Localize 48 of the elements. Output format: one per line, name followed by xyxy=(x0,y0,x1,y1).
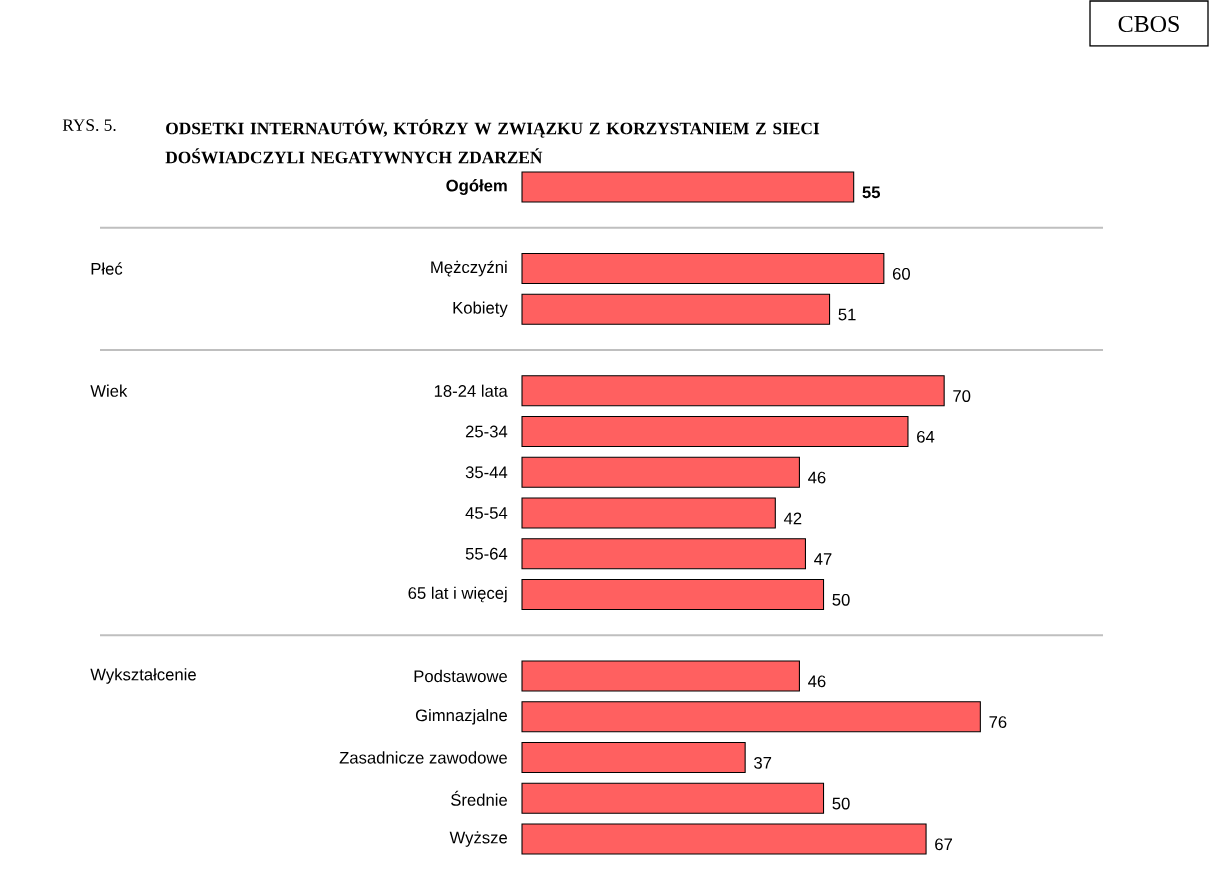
chart-title: ODSETKI INTERNAUTÓW, KTÓRZY W ZWIĄZKU Z KORZYSTANIEM Z SIECI DOŚWIADCZYLI NEGATYWNYCH ZDARZEŃ xyxy=(165,119,820,164)
bar xyxy=(521,660,800,692)
bar xyxy=(521,252,885,285)
data-label: 46 xyxy=(808,675,826,688)
data-label: 70 xyxy=(953,390,971,402)
y-tick-label: 45-54 xyxy=(465,507,508,519)
text: RYS. 5. xyxy=(62,119,116,131)
text: Wykształcenie xyxy=(90,668,196,684)
y-tick-label: Ogółem xyxy=(446,179,507,195)
data-label: 42 xyxy=(783,512,802,525)
data-label: 60 xyxy=(892,267,910,280)
bar xyxy=(521,415,909,448)
y-tick-label: Wyższe xyxy=(449,831,508,847)
text: CBOS xyxy=(1118,15,1179,33)
bar xyxy=(521,538,806,570)
data-label: 46 xyxy=(808,471,826,484)
bar xyxy=(521,375,945,407)
y-tick-label: Średnie xyxy=(451,790,507,806)
bar xyxy=(521,497,776,529)
data-label: 47 xyxy=(814,553,832,565)
y-tick-label: Mężczyźni xyxy=(431,260,507,277)
bar xyxy=(521,701,981,733)
bar xyxy=(521,741,746,774)
bar xyxy=(521,456,800,488)
data-label: 51 xyxy=(838,308,856,321)
data-label: 64 xyxy=(917,430,935,443)
text: Wiek xyxy=(90,384,128,397)
y-tick-label: 55-64 xyxy=(465,547,508,560)
y-tick-label: 18-24 lata xyxy=(434,384,508,397)
data-label: 76 xyxy=(989,716,1007,728)
data-label: 37 xyxy=(754,756,772,769)
y-tick-label: Zasadnicze zawodowe xyxy=(339,751,507,764)
bar xyxy=(521,782,825,814)
bar xyxy=(521,293,831,325)
bar xyxy=(521,578,825,611)
y-tick-label: 25-34 xyxy=(465,425,508,438)
bar xyxy=(521,171,855,203)
data-label: 50 xyxy=(832,593,850,606)
y-tick-label: Podstawowe xyxy=(414,669,507,683)
y-tick-label: Kobiety xyxy=(453,301,508,318)
data-label: 50 xyxy=(832,797,850,810)
y-tick-label: Gimnazjalne xyxy=(415,708,507,725)
y-tick-label: 35-44 xyxy=(465,466,508,479)
data-label: 67 xyxy=(935,838,953,851)
data-label: 55 xyxy=(862,186,881,199)
y-tick-label: 65 lat i więcej xyxy=(408,586,507,603)
bar xyxy=(521,823,927,855)
text: Płeć xyxy=(91,262,123,275)
